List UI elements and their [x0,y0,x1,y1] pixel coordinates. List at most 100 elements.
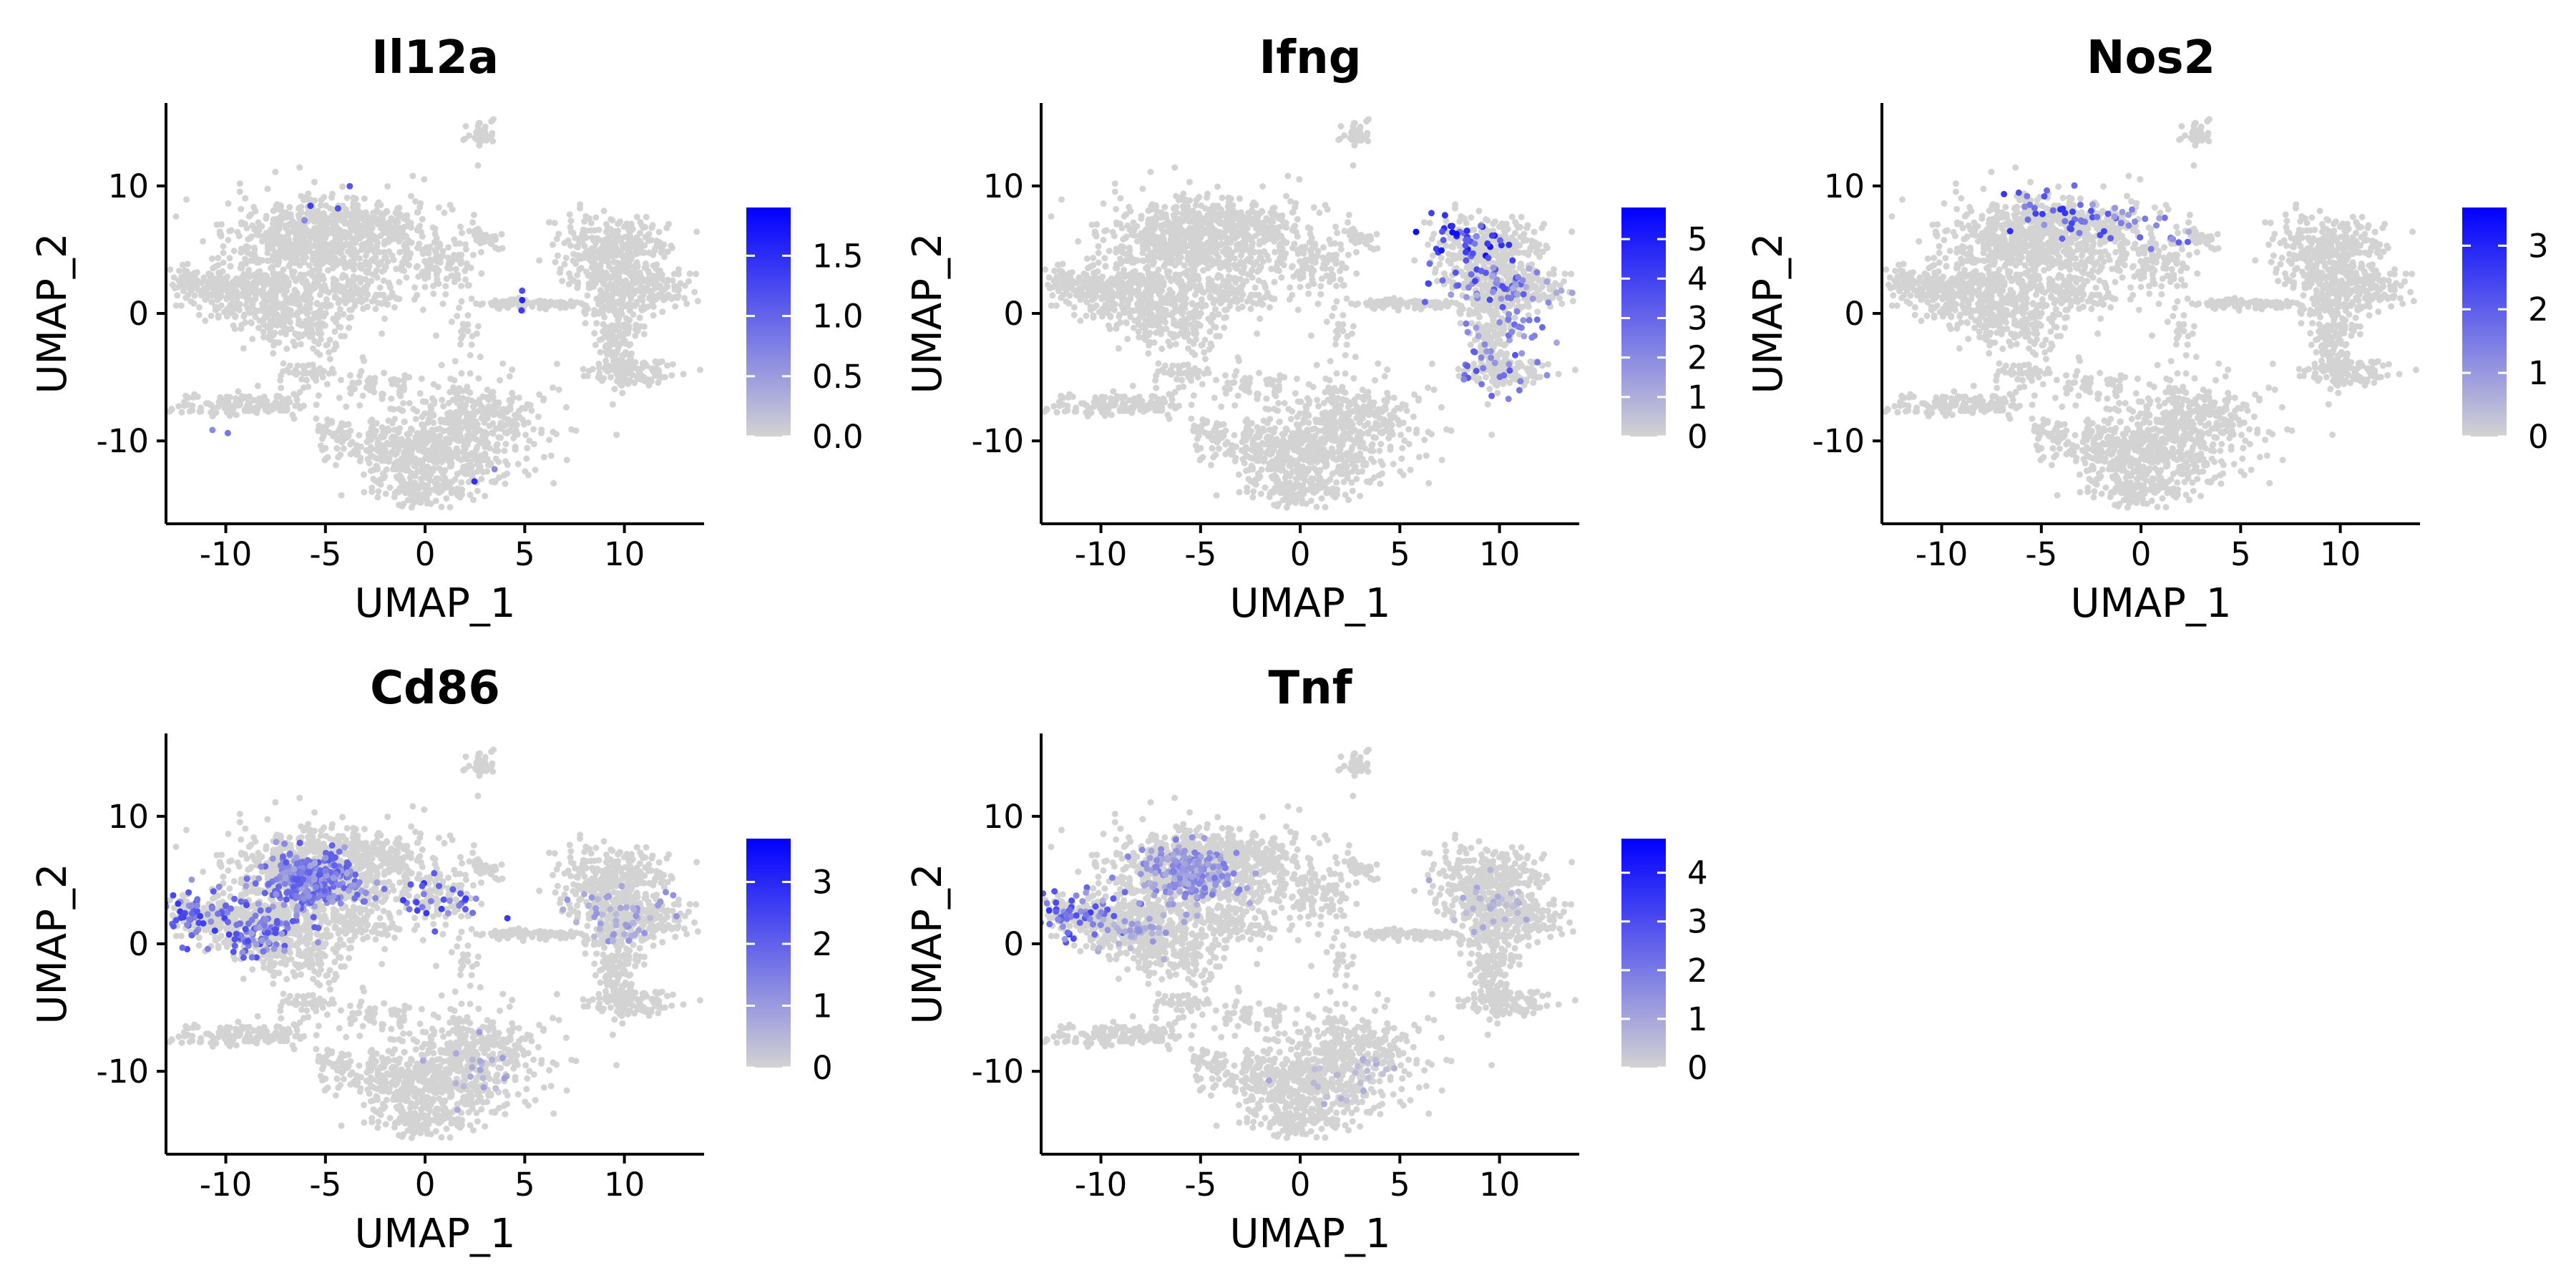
expressing-cell [1453,230,1460,238]
expressing-cell [1488,354,1495,361]
expressing-cell [1060,923,1066,930]
expressing-cell [1478,268,1485,275]
expressing-cell [1167,889,1174,896]
expressing-cell [322,867,329,874]
expressing-cell [222,902,229,909]
expressing-cell [1421,298,1428,306]
expressing-cell [1104,927,1111,934]
expressing-cell [281,880,288,887]
expressing-cell [477,1066,484,1073]
expressing-cell [1501,286,1508,292]
expressing-cell [1155,924,1162,932]
expressing-cell [224,429,231,436]
expressing-cell [204,911,211,918]
expressing-cell [1471,240,1478,247]
expressing-cell [1224,880,1231,887]
expressing-cell [2071,182,2078,189]
expressing-cell [282,874,289,882]
panel-title: Ifng [1259,31,1361,84]
expressing-cell [1191,849,1199,856]
expressing-cell [1220,860,1227,867]
expressing-cell [1470,929,1478,935]
background-cells [1041,116,1579,511]
expressing-cell [1156,930,1163,937]
expressing-cell [593,910,600,917]
expressing-cell [1343,1097,1350,1104]
expressing-cell [1490,918,1497,925]
expressing-cell [306,892,313,899]
expressing-cell [311,924,318,931]
expressing-cell [1495,900,1502,907]
expressing-cell [1490,264,1497,271]
expressing-cell [504,914,511,922]
colorbar-tick-label: 4 [1687,260,1708,298]
expressing-cell [1063,911,1070,918]
expressing-cell [1083,889,1090,896]
colorbar [746,208,791,436]
expressing-cell [248,917,255,924]
expressing-cell [603,894,610,901]
x-axis-title: UMAP_1 [2070,580,2231,627]
expressing-cell [341,884,348,892]
expressing-cell [1162,930,1169,936]
expressing-cell [1170,852,1177,859]
expressing-cell [1189,873,1196,880]
expressing-cell [1509,257,1516,264]
expressing-cell [374,879,381,886]
expressing-cell [1198,865,1205,872]
expressing-cell [361,898,369,905]
expressing-cell [363,889,369,897]
colorbar-tick-label: 0 [812,1049,833,1087]
y-tick-label: 0 [1003,925,1024,963]
expressing-cell [301,217,308,224]
expressing-cell [1505,396,1512,402]
expressing-cell [1181,894,1189,901]
x-axis-title: UMAP_1 [1229,1211,1390,1257]
colorbar-tick-label: 3 [1687,299,1708,337]
expressing-cell [243,882,250,889]
expressing-cell [2026,201,2034,208]
expressing-cell [1478,354,1485,361]
expressing-cell [592,905,599,912]
expressing-cell [265,939,272,946]
expressing-cell [1488,232,1496,239]
expressing-cell [336,882,343,889]
expressing-cell [1097,922,1104,929]
expressing-cell [1516,386,1523,394]
x-tick-label: 0 [1290,1166,1311,1204]
expressing-cell [1310,1079,1317,1086]
expressing-cell [2024,216,2031,223]
expressing-cell [1508,889,1514,897]
y-axis-title: UMAP_2 [29,233,76,394]
expressing-cell [194,896,201,903]
expressing-cell [467,1073,474,1080]
expressing-cell [635,927,642,934]
expressing-cell [594,896,601,903]
colorbar-tick-label: 2 [1687,339,1708,377]
expressing-cell [210,888,217,895]
expressing-cell [244,938,251,945]
expressing-cell [278,930,286,937]
expressing-cell [2161,214,2168,221]
expressing-cell [1121,889,1128,896]
expressing-cell [1173,858,1180,865]
expressing-cell [321,887,328,894]
y-tick-label: 0 [128,295,149,333]
expressing-cell [343,859,351,866]
expressing-cell [1426,260,1433,267]
expressing-cell [2059,235,2066,242]
expressing-cell [1053,899,1060,906]
expressing-cell [1439,277,1446,284]
expressing-cell [1217,856,1224,862]
expressing-cell [400,897,406,904]
expressing-cell [1480,365,1487,372]
y-axis-title: UMAP_2 [904,233,951,394]
expressing-cell [230,948,237,955]
expressing-cell [438,905,445,912]
cell-points [1041,116,1579,511]
expressing-cell [2104,210,2112,218]
expressing-cell [1252,870,1259,877]
expressing-cell [1324,1093,1331,1101]
